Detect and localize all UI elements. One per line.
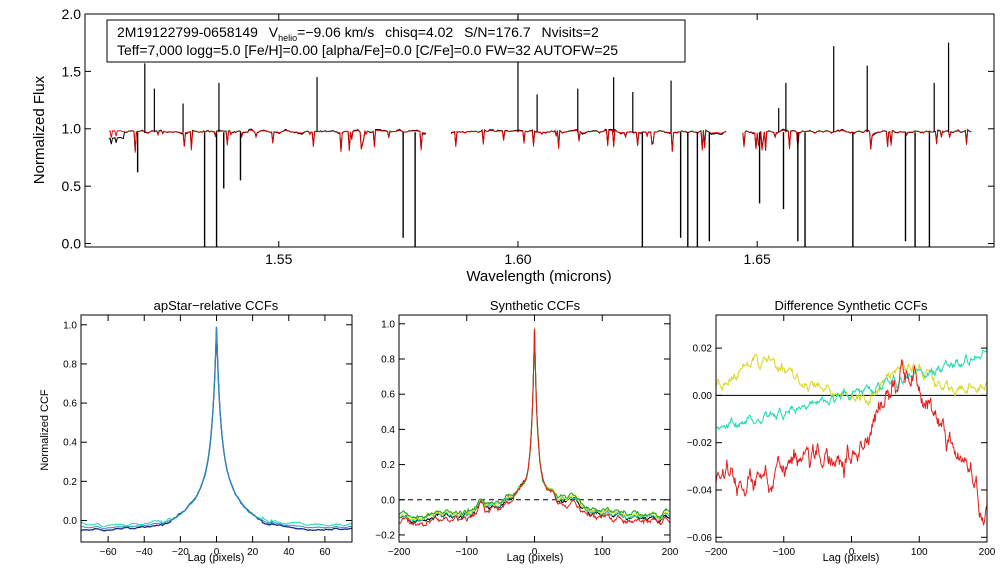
synthetic-ytick-label: 0.4 — [381, 425, 395, 436]
difference-title: Difference Synthetic CCFs — [775, 298, 928, 313]
apstar-ytick-label: 0.6 — [63, 399, 77, 410]
synthetic-xtick-label: 200 — [662, 547, 679, 558]
synthetic-black-line — [398, 327, 671, 525]
synthetic-ytick-label: 0.6 — [381, 390, 395, 401]
spectrum-synthetic-line — [108, 129, 426, 153]
apstar-ytick-label: 0.4 — [63, 438, 77, 449]
synthetic-ticks: −200 −100 0 100 200 −0.2 0.0 0.2 0.4 0.6 0.8 1.0 — [375, 315, 679, 558]
spectrum-ytick-label: 0.5 — [62, 178, 82, 194]
synthetic-title: Synthetic CCFs — [490, 298, 581, 313]
apstar-ytick-label: 1.0 — [63, 320, 77, 331]
apstar-ylabel: Normalized CCF — [39, 389, 51, 471]
spectrum-xtick-label: 1.55 — [265, 251, 292, 267]
difference-xlabel: Lag (pixels) — [823, 552, 880, 564]
difference-ytick-label: −0.02 — [687, 438, 713, 449]
spectrum-ytick-label: 1.0 — [62, 121, 82, 137]
spectrum-observed-line — [108, 128, 426, 152]
synthetic-ytick-label: 0.2 — [381, 460, 395, 471]
annotation-sn: S/N=176.7 — [464, 24, 531, 40]
annotation-star: 2M19122799-0658149 — [117, 24, 258, 40]
annotation-line-1: 2M19122799-0658149 Vhelio=−9.06 km/s chi… — [117, 24, 599, 43]
spectrum-ytick-label: 0.0 — [62, 235, 82, 251]
synthetic-ytick-label: 1.0 — [381, 319, 395, 330]
spectrum-synthetic-line — [450, 129, 727, 152]
difference-xtick-label: 200 — [979, 547, 996, 558]
difference-red-line — [715, 359, 988, 527]
spectrum-panel: 1.55 1.60 1.65 0.0 0.5 1.0 1.5 2.0 2M19122799-0… — [31, 6, 995, 285]
apstar-ticks: −60 −40 −20 0 20 40 60 0.0 0.2 0.4 0.6 0.8 1.0 — [63, 315, 352, 558]
spectrum-observed-line — [450, 128, 727, 151]
spectrum-synthetic-line — [742, 129, 972, 152]
spectrum-data — [108, 16, 972, 247]
difference-ccf-panel: −200 −100 0 100 200 −0.06 −0.04 −0.02 0.00 0.02 D… — [687, 298, 996, 564]
synthetic-xtick-label: 0 — [532, 547, 538, 558]
difference-ytick-label: 0.02 — [693, 344, 713, 355]
spectrum-ylabel: Normalized Flux — [31, 75, 48, 184]
difference-ticks: −200 −100 0 100 200 −0.06 −0.04 −0.02 0.00 0.02 — [687, 315, 996, 558]
apstar-title: apStar−relative CCFs — [154, 298, 279, 313]
spectrum-xtick-label: 1.65 — [744, 251, 771, 267]
difference-ytick-label: −0.06 — [687, 533, 713, 544]
annotation-box — [106, 19, 686, 63]
apstar-xlabel: Lag (pixels) — [188, 552, 245, 564]
synthetic-ccf-data — [398, 327, 671, 527]
synthetic-cyan-line — [398, 328, 671, 523]
synthetic-ytick-label: −0.2 — [375, 530, 395, 541]
apstar-ccf-data — [80, 326, 353, 532]
synthetic-ytick-label: 0.0 — [381, 495, 395, 506]
spectrum-ytick-label: 2.0 — [62, 6, 82, 22]
difference-xtick-label: −200 — [705, 547, 728, 558]
spectrum-series-group — [108, 16, 972, 247]
difference-cyan-line — [715, 348, 988, 431]
synthetic-ccf-panel: −200 −100 0 100 200 −0.2 0.0 0.2 0.4 0.6 0.8 1.0 Sy… — [375, 298, 679, 564]
synthetic-ytick-label: 0.8 — [381, 354, 395, 365]
difference-xtick-label: 0 — [849, 547, 855, 558]
difference-xtick-label: 100 — [911, 547, 928, 558]
synthetic-xlabel: Lag (pixels) — [507, 552, 564, 564]
synthetic-xtick-label: −100 — [455, 547, 478, 558]
apstar-ytick-label: 0.8 — [63, 359, 77, 370]
apstar-xtick-label: −20 — [172, 547, 189, 558]
difference-axes-frame — [715, 314, 988, 543]
difference-ccf-data — [715, 348, 988, 527]
synthetic-yellow-line — [398, 327, 671, 521]
synthetic-green-line — [398, 328, 670, 519]
apstar-combined-line — [81, 326, 353, 530]
difference-xtick-label: −100 — [772, 547, 795, 558]
annotation-v-value: =−9.06 km/s — [297, 24, 374, 40]
apstar-ccf-panel: −60 −40 −20 0 20 40 60 0.0 0.2 0.4 0.6 0.8 1.0 apSta… — [39, 298, 353, 564]
spectrum-xlabel: Wavelength (microns) — [466, 268, 611, 285]
spectrum-ytick-label: 1.5 — [62, 63, 82, 79]
synthetic-xtick-label: 100 — [594, 547, 611, 558]
apstar-axes-frame — [80, 314, 353, 543]
annotation-chisq: chisq=4.02 — [385, 24, 453, 40]
apstar-ytick-label: 0.0 — [63, 516, 77, 527]
apstar-ytick-label: 0.2 — [63, 477, 77, 488]
annotation-nvisits: Nvisits=2 — [542, 24, 599, 40]
annotation-line-2: Teff=7,000 logg=5.0 [Fe/H]=0.00 [alpha/F… — [117, 42, 618, 58]
synthetic-red-line — [398, 329, 671, 527]
apstar-xtick-label: 60 — [319, 547, 331, 558]
spectrum-xtick-label: 1.60 — [504, 251, 531, 267]
synthetic-xtick-label: −200 — [388, 547, 411, 558]
spectrum-ticks: 1.55 1.60 1.65 0.0 0.5 1.0 1.5 2.0 — [62, 6, 994, 267]
difference-ytick-label: 0.00 — [693, 391, 713, 402]
apstar-xtick-label: −60 — [100, 547, 117, 558]
apstar-xtick-label: 0 — [214, 547, 220, 558]
difference-ytick-label: −0.04 — [687, 485, 713, 496]
apstar-visit2-line — [80, 326, 353, 532]
apstar-xtick-label: 20 — [247, 547, 259, 558]
annotation-v-label: V — [269, 24, 279, 40]
apstar-xtick-label: 40 — [283, 547, 295, 558]
apstar-visit1-line — [80, 326, 353, 528]
apstar-xtick-label: −40 — [136, 547, 153, 558]
spectrum-axes-frame — [84, 13, 995, 248]
annotation-v-sub: helio — [278, 33, 297, 43]
